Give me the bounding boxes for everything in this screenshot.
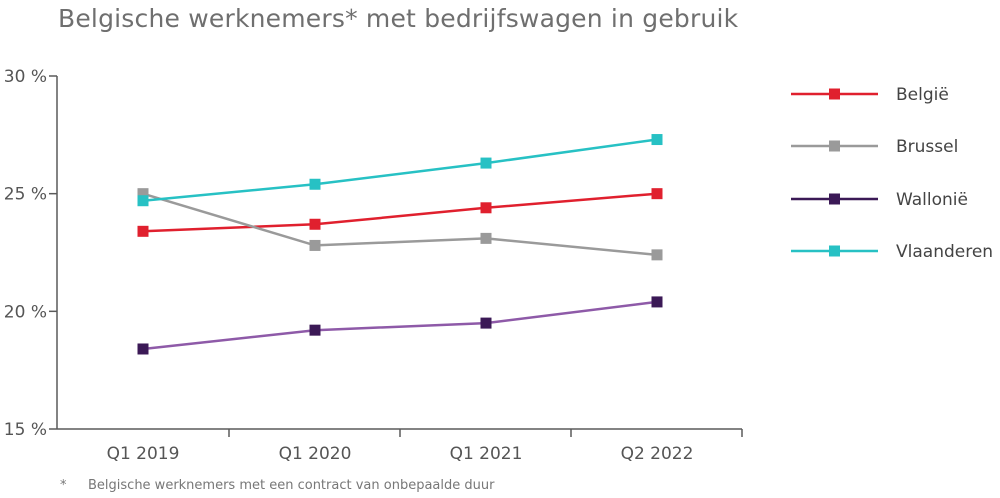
data-point: [480, 157, 492, 169]
legend-label: Wallonië: [896, 190, 968, 210]
series-line: [142, 300, 658, 351]
data-point: [309, 178, 321, 190]
x-axis-ticks: Q1 2019 Q1 2020 Q1 2021 Q2 2022: [107, 429, 743, 464]
series-line: [142, 192, 658, 233]
data-point: [651, 134, 663, 146]
data-point: [480, 232, 492, 244]
legend-label: België: [896, 85, 949, 105]
y-tick-label: 15 %: [4, 420, 47, 440]
data-point: [309, 324, 321, 336]
data-point: [137, 225, 149, 237]
data-point: [137, 343, 149, 355]
y-tick-label: 30 %: [4, 67, 47, 87]
legend-marker: [829, 245, 840, 257]
series-lines: [142, 138, 658, 351]
legend-marker: [829, 88, 840, 100]
footnote: * Belgische werknemers met een contract v…: [60, 478, 494, 493]
footnote-text: Belgische werknemers met een contract va…: [88, 478, 495, 493]
series-line: [142, 192, 658, 257]
footnote-marker: *: [60, 478, 67, 493]
y-tick-label: 20 %: [4, 302, 47, 322]
data-point: [309, 218, 321, 230]
x-tick-label: Q2 2022: [621, 444, 694, 464]
data-point: [309, 239, 321, 251]
data-point: [651, 296, 663, 308]
data-point: [137, 195, 149, 207]
series-markers: [137, 134, 663, 355]
series-line: [142, 138, 658, 202]
legend-marker: [829, 140, 840, 152]
y-tick-label: 25 %: [4, 185, 47, 205]
data-point: [137, 188, 149, 200]
x-tick-label: Q1 2020: [279, 444, 352, 464]
legend-marker: [829, 193, 840, 205]
legend-label: Brussel: [896, 137, 958, 157]
x-tick-label: Q1 2019: [107, 444, 180, 464]
legend-label: Vlaanderen: [896, 242, 993, 262]
y-axis-ticks: 15 % 20 % 25 % 30 %: [4, 67, 57, 440]
data-point: [480, 202, 492, 214]
data-point: [651, 188, 663, 200]
x-tick-label: Q1 2021: [450, 444, 523, 464]
data-point: [480, 317, 492, 329]
legend: België Brussel Wallonië Vlaanderen: [791, 85, 993, 262]
data-point: [651, 249, 663, 261]
chart-title: Belgische werknemers* met bedrijfswagen …: [58, 4, 739, 33]
